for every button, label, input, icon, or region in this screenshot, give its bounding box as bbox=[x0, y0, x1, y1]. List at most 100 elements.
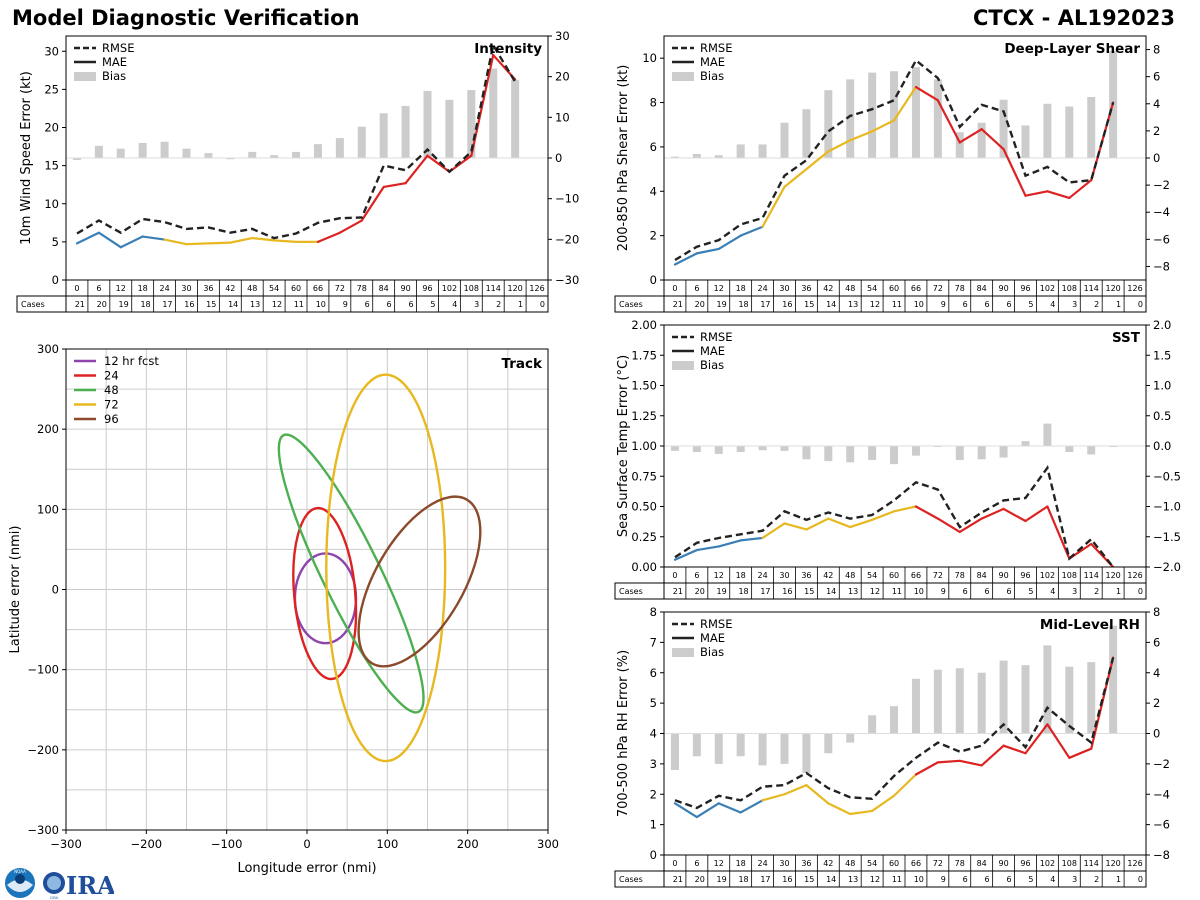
case-count: 15 bbox=[804, 875, 814, 884]
y2-tick-label: −20 bbox=[555, 232, 579, 246]
mae-line-segment bbox=[163, 238, 188, 246]
hour-label: 18 bbox=[736, 859, 746, 868]
y-tick-label: 10 bbox=[642, 51, 657, 65]
hour-label: 6 bbox=[694, 571, 699, 580]
bias-bar bbox=[846, 446, 855, 463]
hour-label: 90 bbox=[998, 284, 1008, 293]
mae-line-segment bbox=[382, 182, 407, 189]
legend-bias-label: Bias bbox=[102, 69, 126, 83]
hour-label: 96 bbox=[1020, 284, 1030, 293]
hour-label: 96 bbox=[1020, 571, 1030, 580]
hour-label: 0 bbox=[672, 859, 677, 868]
case-count: 2 bbox=[1094, 875, 1099, 884]
case-count: 15 bbox=[804, 587, 814, 596]
y2-tick-label: −0.5 bbox=[1153, 469, 1181, 483]
case-count: 18 bbox=[738, 587, 748, 596]
legend-bias-swatch bbox=[672, 648, 694, 657]
hour-label: 0 bbox=[672, 571, 677, 580]
mae-line-segment bbox=[448, 154, 473, 173]
case-count: 12 bbox=[272, 300, 282, 309]
y-tick-label: 0.00 bbox=[631, 560, 657, 574]
bias-bar bbox=[911, 678, 920, 734]
mae-line-segment bbox=[936, 99, 961, 144]
bias-bar bbox=[955, 668, 964, 734]
y-tick-label: 1.25 bbox=[631, 409, 657, 423]
legend-bias-swatch bbox=[672, 72, 694, 81]
case-count: 15 bbox=[206, 300, 216, 309]
figure-title: Model Diagnostic Verification bbox=[12, 6, 360, 30]
cases-row bbox=[614, 295, 1147, 313]
svg-text:CIRA: CIRA bbox=[50, 896, 59, 900]
mae-line-segment bbox=[783, 522, 808, 531]
hour-label: 90 bbox=[998, 571, 1008, 580]
mae-line-segment bbox=[980, 128, 1005, 151]
y-tick-label: −300 bbox=[27, 823, 59, 837]
bias-bar bbox=[423, 90, 432, 158]
mae-line-segment bbox=[849, 809, 874, 816]
case-count: 17 bbox=[760, 875, 770, 884]
mae-line-segment bbox=[805, 150, 830, 171]
y-tick-label: 4 bbox=[650, 727, 657, 741]
case-count: 6 bbox=[1006, 587, 1011, 596]
y2-tick-label: 10 bbox=[555, 110, 570, 124]
panel-title: SST bbox=[1112, 330, 1141, 346]
bias-bar bbox=[1021, 125, 1030, 158]
mae-line-segment bbox=[871, 794, 896, 813]
case-count: 11 bbox=[892, 875, 902, 884]
mae-line-segment bbox=[673, 548, 698, 561]
case-count: 11 bbox=[892, 300, 902, 309]
hour-label: 12 bbox=[714, 571, 724, 580]
y-tick-label: 8 bbox=[650, 96, 657, 110]
hour-label: 54 bbox=[269, 284, 279, 293]
mae-line-segment bbox=[75, 231, 100, 245]
case-count: 20 bbox=[695, 875, 705, 884]
hour-label: 84 bbox=[977, 859, 987, 868]
y-tick-label: 0 bbox=[650, 273, 657, 287]
hour-label: 102 bbox=[1040, 284, 1055, 293]
bias-bar bbox=[780, 446, 789, 451]
y2-tick-label: 2 bbox=[1153, 696, 1160, 710]
y2-tick-label: −10 bbox=[555, 192, 579, 206]
case-count: 13 bbox=[250, 300, 260, 309]
hour-label: 72 bbox=[933, 571, 943, 580]
case-count: 2 bbox=[1094, 587, 1099, 596]
case-count: 3 bbox=[1072, 875, 1077, 884]
hour-label: 90 bbox=[400, 284, 410, 293]
y2-tick-label: −1.0 bbox=[1153, 500, 1181, 514]
y2-tick-label: 0.5 bbox=[1153, 409, 1171, 423]
bias-bar bbox=[955, 132, 964, 158]
y2-tick-label: 8 bbox=[1153, 43, 1160, 57]
hour-label: 12 bbox=[714, 859, 724, 868]
x-tick-label: 0 bbox=[303, 837, 310, 851]
mae-line-segment bbox=[980, 744, 1005, 767]
case-count: 4 bbox=[1050, 300, 1055, 309]
hour-label: 114 bbox=[1084, 284, 1099, 293]
mae-line-segment bbox=[119, 235, 144, 249]
bias-bar bbox=[182, 148, 191, 158]
hour-label: 108 bbox=[464, 284, 479, 293]
hour-label: 12 bbox=[714, 284, 724, 293]
y-tick-label: 8 bbox=[650, 605, 657, 619]
hour-label: 84 bbox=[977, 571, 987, 580]
bias-bar bbox=[977, 446, 986, 460]
bias-bar bbox=[736, 446, 745, 453]
hour-label: 24 bbox=[757, 284, 767, 293]
hour-label: 108 bbox=[1062, 284, 1077, 293]
x-tick-label: −100 bbox=[211, 837, 243, 851]
case-count: 15 bbox=[804, 300, 814, 309]
legend-bias-label: Bias bbox=[700, 358, 724, 372]
y-tick-label: 5 bbox=[650, 696, 657, 710]
case-count: 0 bbox=[1138, 587, 1143, 596]
hour-label: 90 bbox=[998, 859, 1008, 868]
case-count: 19 bbox=[717, 587, 727, 596]
case-count: 18 bbox=[140, 300, 150, 309]
case-count: 1 bbox=[1116, 300, 1121, 309]
mae-line-segment bbox=[761, 793, 786, 802]
legend-label: 24 bbox=[104, 369, 119, 383]
hour-label: 30 bbox=[779, 859, 789, 868]
bias-bar bbox=[714, 733, 723, 764]
legend-mae-label: MAE bbox=[102, 55, 127, 69]
bias-bar bbox=[868, 446, 877, 460]
mae-line-segment bbox=[761, 522, 786, 540]
